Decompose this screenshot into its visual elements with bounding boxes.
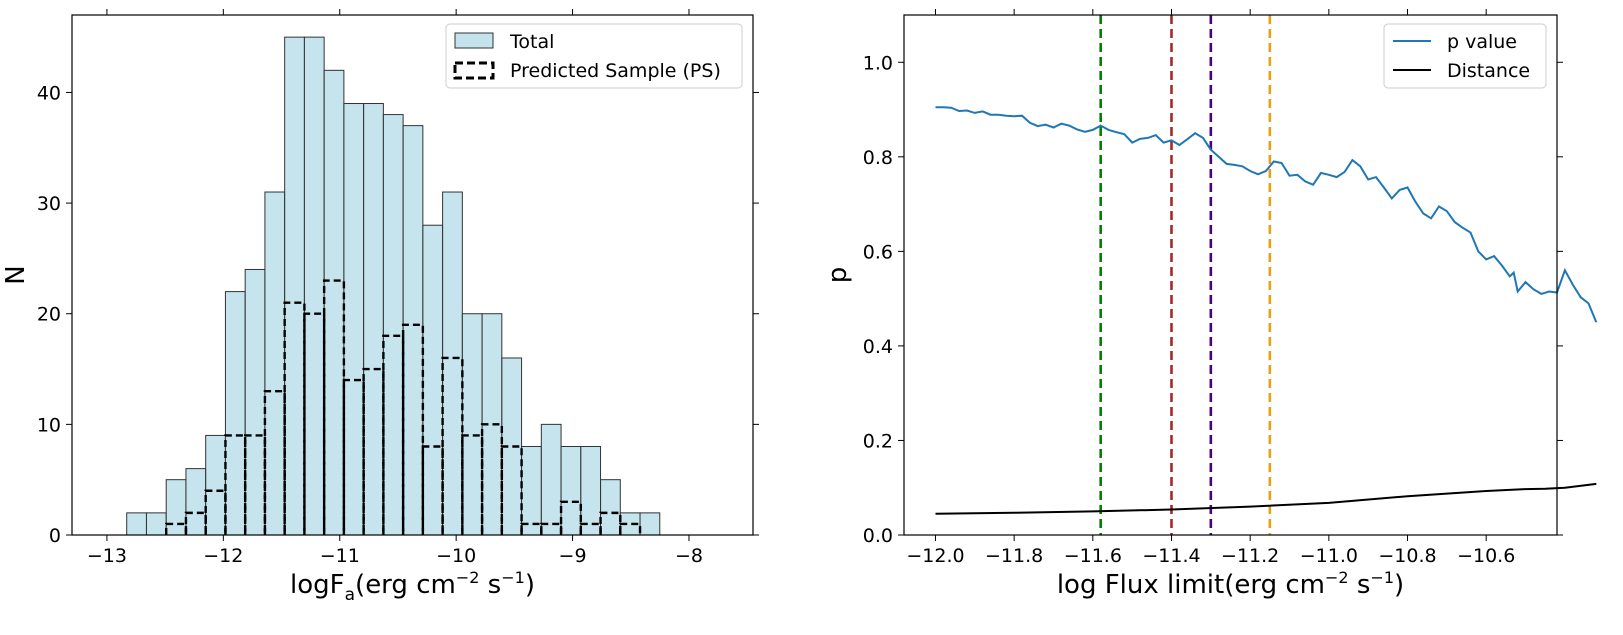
ps-bar <box>382 334 405 535</box>
y-tick-label: 0.6 <box>863 241 893 263</box>
total-bar <box>442 191 463 536</box>
total-bar <box>560 445 582 536</box>
x-tick-label: −10.6 <box>1457 545 1515 567</box>
total-bar <box>126 512 147 536</box>
legend-label-distance: Distance <box>1447 60 1530 82</box>
total-bar <box>284 36 305 536</box>
total-bar <box>323 69 345 536</box>
pvalue-x-axis-label: log Flux limit(erg cm−2 s−1) <box>1057 568 1404 600</box>
legend-label-total: Total <box>509 31 554 53</box>
y-tick-label: 10 <box>37 414 61 436</box>
x-tick-label: −11.2 <box>1221 545 1279 567</box>
ps-bar <box>559 500 583 535</box>
distance-line <box>935 482 1597 515</box>
vertical-reference-lines <box>1099 15 1272 535</box>
total-bar <box>363 103 384 536</box>
ps-bar <box>303 312 326 535</box>
total-bar <box>540 423 562 536</box>
ps-step-outline <box>164 279 642 535</box>
total-bar <box>244 268 266 536</box>
x-tick-label: −11.4 <box>1142 545 1200 567</box>
total-bar <box>600 479 621 536</box>
legend-label-ps: Predicted Sample (PS) <box>510 60 721 82</box>
pvalue-y-ticks: 0.0 0.2 0.4 0.6 0.8 1.0 <box>863 52 1563 547</box>
x-tick-label: −8 <box>675 545 703 567</box>
total-bar <box>145 512 167 536</box>
total-bar <box>580 445 602 536</box>
total-bar <box>165 479 187 536</box>
total-bar <box>343 103 365 536</box>
total-bar <box>205 434 226 536</box>
total-bar <box>264 191 286 536</box>
histogram-y-ticks: 0 10 20 30 40 <box>37 82 759 547</box>
total-bar <box>639 512 661 536</box>
histogram-legend: Total Predicted Sample (PS) <box>445 23 743 89</box>
y-tick-label: 0.0 <box>863 525 893 547</box>
x-tick-label: −10.8 <box>1378 545 1436 567</box>
ps-bar <box>441 356 464 535</box>
pvalue-legend: p value Distance <box>1383 23 1547 89</box>
histogram-x-ticks: −13 −12 −11 −10 −9 −8 <box>87 9 703 567</box>
y-tick-label: 30 <box>37 193 61 215</box>
histogram-y-axis-label: N <box>1 265 31 284</box>
ps-bar <box>421 445 444 535</box>
total-bar <box>461 313 483 536</box>
y-tick-label: 0.2 <box>863 430 893 452</box>
total-bars <box>126 36 661 536</box>
y-tick-label: 20 <box>37 304 61 326</box>
ps-bar <box>401 323 425 535</box>
legend-label-p-value: p value <box>1447 31 1517 53</box>
x-tick-label: −10 <box>436 545 476 567</box>
ps-bar <box>204 489 227 535</box>
x-tick-label: −9 <box>559 545 587 567</box>
x-tick-label: −13 <box>87 545 127 567</box>
y-tick-label: 0.4 <box>863 336 893 358</box>
x-tick-label: −11.0 <box>1300 545 1358 567</box>
x-tick-label: −12.0 <box>906 545 964 567</box>
ps-bar <box>184 511 207 535</box>
ps-bar <box>619 522 642 535</box>
legend-swatch-ps <box>453 61 495 80</box>
x-tick-label: −11.8 <box>985 545 1043 567</box>
x-tick-label: −12 <box>203 545 243 567</box>
total-bar <box>422 224 444 536</box>
ps-bar <box>342 378 365 535</box>
total-bar <box>521 445 542 536</box>
total-bar <box>185 468 207 536</box>
histogram-panel: −13 −12 −11 −10 −9 −8 0 10 20 30 40 logFa(erg cm−… <box>1 9 759 605</box>
legend-swatch-total <box>454 32 494 49</box>
pvalue-x-ticks: −12.0 −11.8 −11.6 −11.4 −11.2 −11.0 −10.8 −10.6 <box>906 9 1515 567</box>
ps-bar <box>500 445 523 535</box>
p-value-line <box>935 106 1598 323</box>
ps-bar <box>599 511 622 535</box>
total-bar <box>402 125 424 536</box>
x-tick-label: −11.6 <box>1064 545 1122 567</box>
total-bar <box>382 114 404 536</box>
y-tick-label: 40 <box>37 82 61 104</box>
ps-bar <box>480 423 504 535</box>
histogram-x-axis-label: logFa(erg cm−2 s−1) <box>290 568 535 605</box>
y-tick-label: 1.0 <box>863 52 893 74</box>
histogram-plot-frame <box>71 14 754 536</box>
pvalue-y-axis-label: p <box>823 267 853 284</box>
y-tick-label: 0 <box>49 525 61 547</box>
legend-box <box>445 23 743 89</box>
pvalue-plot-frame <box>903 14 1558 536</box>
pvalue-panel: −12.0 −11.8 −11.6 −11.4 −11.2 −11.0 −10.8 −10.6… <box>823 9 1598 600</box>
x-tick-label: −11 <box>320 545 360 567</box>
total-bar <box>303 36 325 536</box>
total-bar <box>224 291 246 536</box>
y-tick-label: 0.8 <box>863 147 893 169</box>
